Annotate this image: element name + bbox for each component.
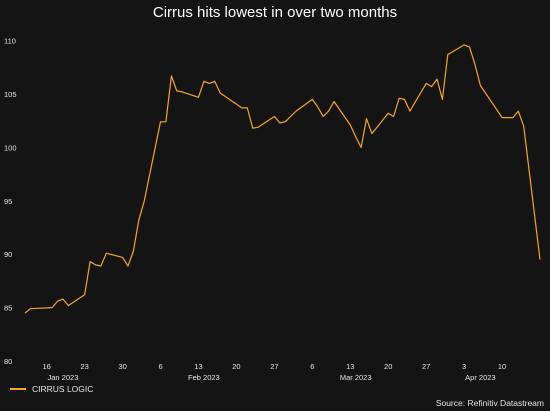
x-tick-label: 3 — [462, 362, 466, 371]
y-tick-label: 85 — [4, 304, 12, 313]
x-month-label: Mar 2023 — [340, 373, 372, 382]
y-tick-label: 80 — [4, 357, 12, 366]
chart-title: Cirrus hits lowest in over two months — [152, 4, 398, 21]
x-tick-label: 23 — [80, 362, 88, 371]
x-tick-label: 20 — [384, 362, 392, 371]
x-tick-label: 20 — [232, 362, 240, 371]
y-axis: 80 85 90 95 100 105 110 — [4, 37, 17, 366]
x-axis: 16 23 30 6 13 20 27 6 13 20 27 3 10 Jan 2023 Feb 2023 M… — [43, 362, 507, 382]
legend: CIRRUS LOGIC — [10, 383, 93, 395]
y-tick-label: 100 — [4, 143, 17, 152]
x-tick-label: 6 — [310, 362, 314, 371]
legend-swatch — [10, 388, 26, 390]
y-tick-label: 105 — [4, 90, 17, 99]
y-tick-label: 90 — [4, 250, 12, 259]
x-tick-label: 6 — [158, 362, 162, 371]
x-tick-label: 13 — [346, 362, 354, 371]
x-tick-label: 30 — [118, 362, 126, 371]
x-tick-label: 27 — [270, 362, 278, 371]
legend-label: CIRRUS LOGIC — [32, 384, 94, 394]
x-month-label: Apr 2023 — [465, 373, 495, 382]
series-line — [24, 44, 541, 314]
y-tick-label: 95 — [4, 197, 12, 206]
series-layer — [24, 44, 541, 314]
x-tick-label: 16 — [43, 362, 51, 371]
source-note: Source: Refinitiv Datastream — [435, 398, 544, 408]
y-tick-label: 110 — [4, 37, 16, 46]
x-month-label: Jan 2023 — [48, 373, 79, 382]
x-month-label: Feb 2023 — [188, 373, 220, 382]
x-tick-label: 13 — [194, 362, 202, 371]
x-tick-label: 27 — [422, 362, 430, 371]
x-tick-label: 10 — [498, 362, 506, 371]
